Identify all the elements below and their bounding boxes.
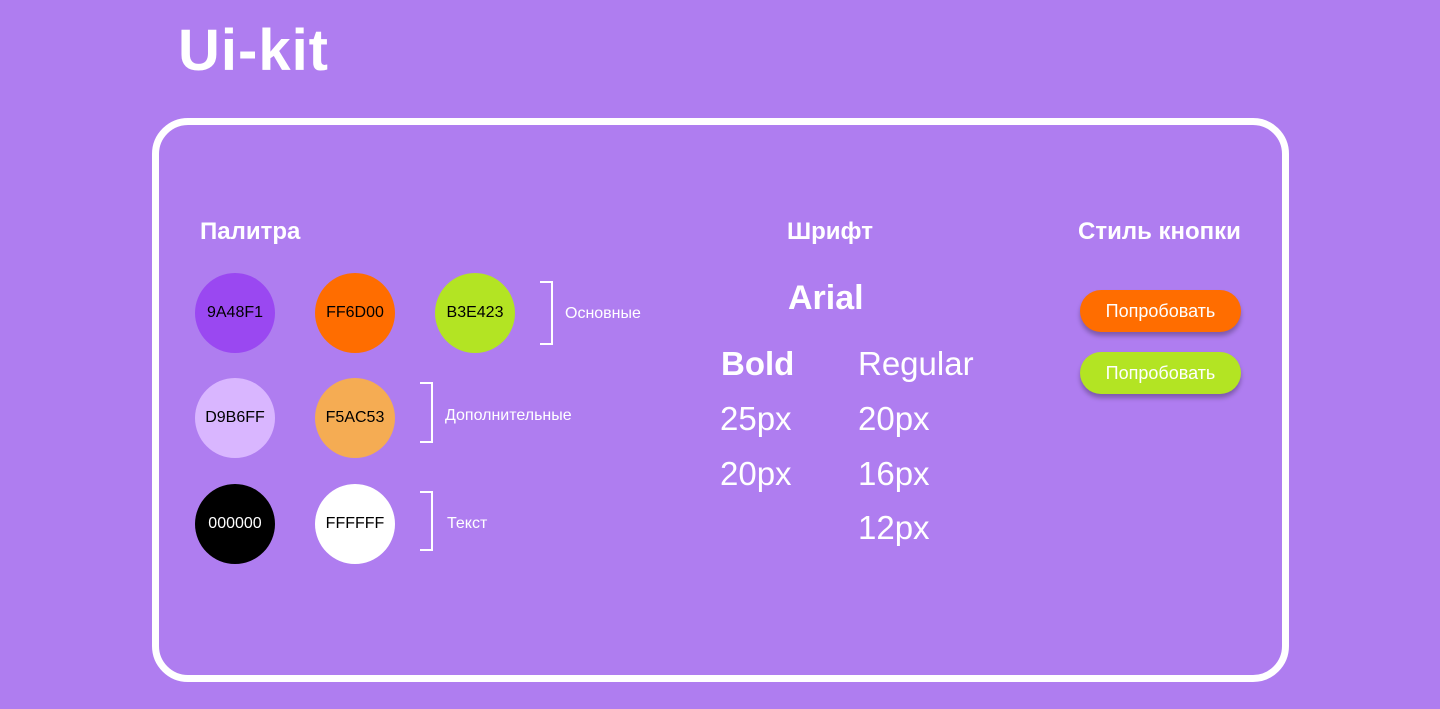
swatch-hex-label: F5AC53: [325, 409, 385, 426]
font-size-regular-1: 20px: [858, 400, 930, 437]
group-label-text: Текст: [447, 515, 488, 532]
palette-heading: Палитра: [200, 218, 301, 245]
font-size-regular-3: 12px: [858, 509, 930, 546]
font-size-bold-1: 25px: [720, 400, 792, 437]
uikit-panel: [152, 118, 1289, 682]
font-family-name: Arial: [788, 279, 864, 317]
swatch-additional-lavender: D9B6FF: [195, 378, 275, 458]
font-size-regular-2: 16px: [858, 455, 930, 492]
swatch-primary-lime: B3E423: [435, 273, 515, 353]
swatch-text-black: 000000: [195, 484, 275, 564]
button-style-heading: Стиль кнопки: [1078, 218, 1241, 245]
swatch-hex-label: FFFFFF: [325, 515, 385, 532]
swatch-hex-label: 000000: [208, 515, 262, 532]
font-weight-regular-label: Regular: [858, 345, 974, 382]
font-weight-bold-label: Bold: [721, 345, 795, 382]
swatch-text-white: FFFFFF: [315, 484, 395, 564]
swatch-hex-label: 9A48F1: [206, 304, 264, 321]
swatch-hex-label: FF6D00: [326, 304, 384, 321]
group-label-additional: Дополнительные: [445, 407, 572, 424]
swatch-primary-purple: 9A48F1: [195, 273, 275, 353]
try-button-orange[interactable]: Попробовать: [1080, 290, 1241, 332]
group-bracket-text: [420, 491, 433, 551]
swatch-additional-light-orange: F5AC53: [315, 378, 395, 458]
font-heading: Шрифт: [787, 218, 873, 245]
try-button-green[interactable]: Попробовать: [1080, 352, 1241, 394]
group-bracket-additional: [420, 382, 433, 443]
group-label-primary: Основные: [565, 305, 641, 322]
swatch-primary-orange: FF6D00: [315, 273, 395, 353]
swatch-hex-label: B3E423: [446, 304, 504, 321]
swatch-hex-label: D9B6FF: [205, 409, 265, 426]
page-title: Ui-kit: [178, 18, 329, 83]
font-size-bold-2: 20px: [720, 455, 792, 492]
group-bracket-primary: [540, 281, 553, 345]
